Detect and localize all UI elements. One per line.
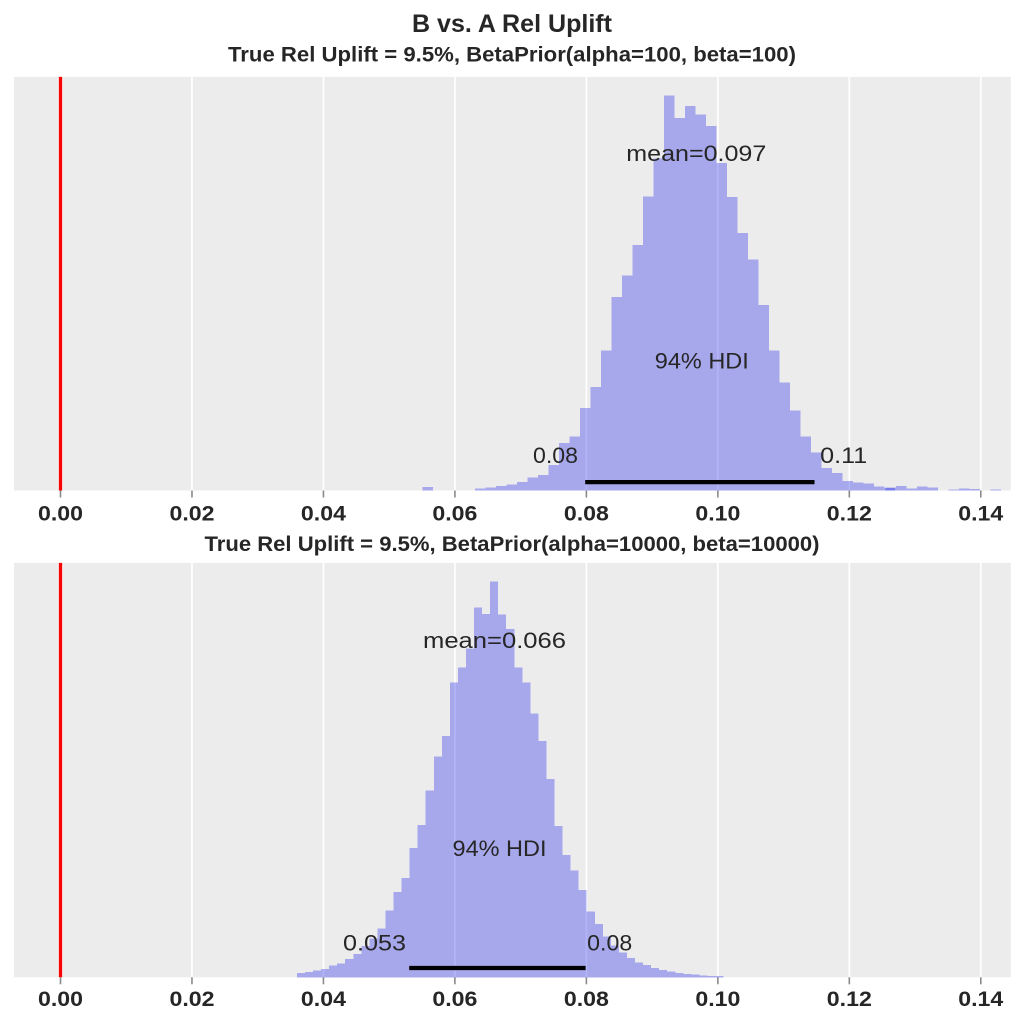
svg-text:0.14: 0.14 — [958, 988, 1003, 1011]
svg-text:0.14: 0.14 — [958, 502, 1003, 525]
svg-text:0.053: 0.053 — [343, 931, 406, 956]
svg-text:94% HDI: 94% HDI — [655, 348, 749, 373]
svg-text:94% HDI: 94% HDI — [453, 836, 547, 861]
svg-text:0.02: 0.02 — [169, 502, 214, 525]
svg-text:True Rel Uplift = 9.5%, BetaPr: True Rel Uplift = 9.5%, BetaPrior(alpha=… — [228, 43, 796, 67]
svg-text:0.12: 0.12 — [827, 502, 872, 525]
svg-text:0.04: 0.04 — [301, 988, 346, 1011]
svg-text:0.08: 0.08 — [564, 502, 609, 525]
svg-text:mean=0.097: mean=0.097 — [626, 141, 766, 166]
svg-text:0.08: 0.08 — [587, 931, 632, 956]
svg-text:0.06: 0.06 — [432, 502, 477, 525]
svg-text:B vs. A Rel Uplift: B vs. A Rel Uplift — [412, 10, 613, 38]
svg-text:0.06: 0.06 — [432, 988, 477, 1011]
svg-text:0.02: 0.02 — [169, 988, 214, 1011]
svg-text:0.10: 0.10 — [695, 988, 740, 1011]
svg-text:0.11: 0.11 — [820, 443, 867, 468]
svg-text:0.04: 0.04 — [301, 502, 346, 525]
svg-text:0.10: 0.10 — [695, 502, 740, 525]
svg-text:0.00: 0.00 — [38, 988, 83, 1011]
svg-text:0.00: 0.00 — [38, 502, 83, 525]
svg-text:0.08: 0.08 — [564, 988, 609, 1011]
svg-text:0.08: 0.08 — [533, 443, 578, 468]
svg-text:mean=0.066: mean=0.066 — [423, 628, 566, 653]
svg-text:True Rel Uplift = 9.5%, BetaPr: True Rel Uplift = 9.5%, BetaPrior(alpha=… — [205, 532, 820, 556]
svg-text:0.12: 0.12 — [827, 988, 872, 1011]
